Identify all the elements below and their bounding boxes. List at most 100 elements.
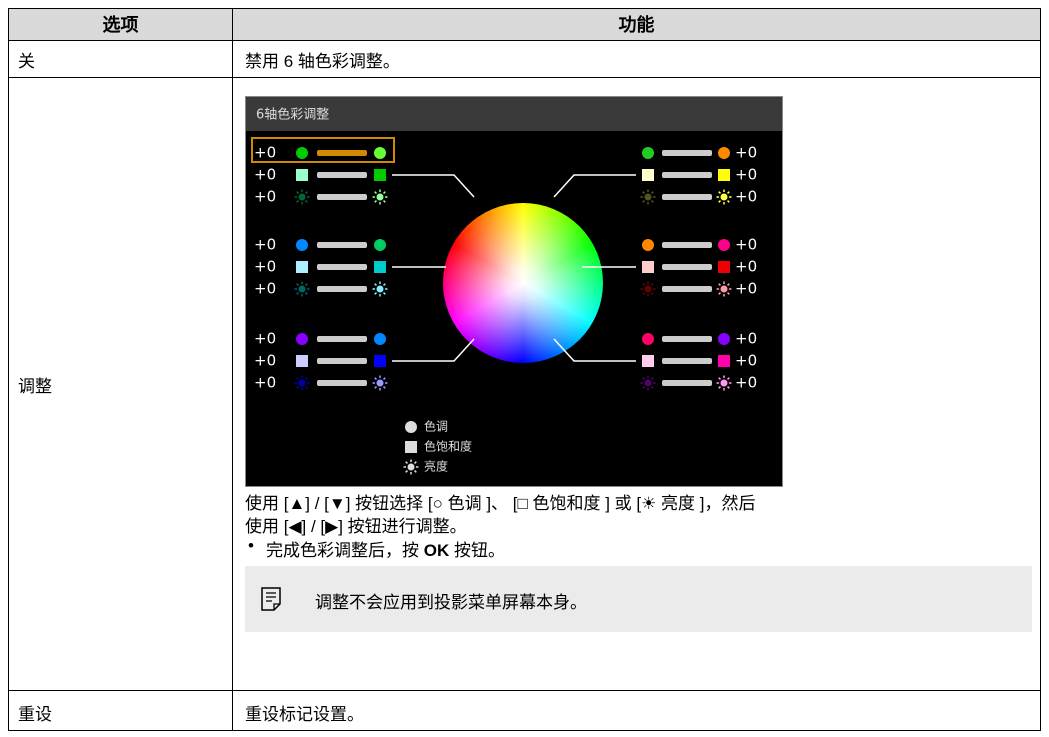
brightness-icon [298, 193, 306, 201]
saturation-icon [374, 169, 386, 181]
hue-icon [718, 239, 730, 251]
value-label: +0 [735, 374, 757, 392]
header-option: 选项 [8, 8, 233, 41]
brightness-ray [305, 292, 308, 295]
brightness-ray [651, 200, 654, 203]
brightness-ray [727, 283, 730, 286]
hue-icon [374, 333, 386, 345]
slider [662, 380, 712, 386]
text: 完成色彩调整后，按 [266, 541, 424, 560]
value-label: +0 [735, 188, 757, 206]
brightness-icon [298, 379, 306, 387]
brightness-ray [374, 191, 377, 194]
function: 重设标记设置。 [245, 705, 364, 724]
brightness-ray [296, 292, 299, 295]
brightness-icon [720, 193, 728, 201]
brightness-ray [296, 191, 299, 194]
color-wheel [443, 203, 603, 363]
brightness-ray [651, 283, 654, 286]
brightness-ray [383, 191, 386, 194]
slider [317, 150, 367, 156]
saturation-icon [642, 355, 654, 367]
brightness-ray [651, 377, 654, 380]
slider [662, 150, 712, 156]
brightness-ray [383, 292, 386, 295]
brightness-ray [414, 470, 417, 473]
saturation-icon [296, 355, 308, 367]
saturation-icon [718, 261, 730, 273]
value-label: +0 [254, 236, 276, 254]
brightness-ray [405, 470, 408, 473]
saturation-icon [642, 169, 654, 181]
brightness-icon [376, 285, 384, 293]
brightness-ray [374, 377, 377, 380]
brightness-ray [296, 200, 299, 203]
brightness-ray [305, 386, 308, 389]
slider [317, 264, 367, 270]
value-label: +0 [254, 188, 276, 206]
hue-icon [374, 147, 386, 159]
saturation-icon [374, 261, 386, 273]
brightness-ray [718, 283, 721, 286]
value-label: +0 [254, 280, 276, 298]
value-label: +0 [735, 330, 757, 348]
saturation-icon [642, 261, 654, 273]
saturation-icon [405, 441, 417, 453]
brightness-ray [727, 386, 730, 389]
menu-title: 6轴色彩调整 [256, 107, 329, 123]
brightness-ray [718, 191, 721, 194]
instruction: 使用 [◀] / [▶] 按钮进行调整。 [245, 517, 467, 536]
brightness-icon [298, 285, 306, 293]
brightness-ray [374, 292, 377, 295]
brightness-ray [296, 283, 299, 286]
brightness-ray [718, 377, 721, 380]
note-icon [261, 587, 281, 611]
text: OK [423, 541, 450, 560]
connector [553, 174, 636, 198]
option: 调整 [18, 377, 52, 396]
hue-icon [296, 239, 308, 251]
brightness-ray [718, 292, 721, 295]
connector [553, 338, 636, 362]
brightness-ray [383, 200, 386, 203]
value-label: +0 [254, 258, 276, 276]
header-function: 功能 [232, 8, 1041, 41]
saturation-icon [296, 169, 308, 181]
brightness-ray [296, 377, 299, 380]
hue-icon [405, 421, 417, 433]
menu-screenshot: 6轴色彩调整 +0 +0 +0 +0 +0 +0 +0 +0 +0 +0 +0 +0 +0 +0 +0 +0 +… [245, 96, 783, 487]
value-label: +0 [735, 236, 757, 254]
hue-icon [296, 333, 308, 345]
connector [392, 338, 475, 362]
brightness-ray [651, 386, 654, 389]
slider [317, 242, 367, 248]
slider [662, 264, 712, 270]
slider [317, 336, 367, 342]
slider [317, 286, 367, 292]
brightness-ray [405, 461, 408, 464]
value-label: +0 [735, 258, 757, 276]
legend-label: 色饱和度 [424, 439, 472, 454]
menu-graphic: 6轴色彩调整 +0 +0 +0 +0 +0 +0 +0 +0 +0 +0 +0 +0 +0 +0 +0 +0 +… [246, 97, 782, 475]
slider [662, 336, 712, 342]
brightness-icon [644, 285, 652, 293]
text: 按钮。 [449, 541, 505, 560]
cell [8, 40, 233, 78]
connector [392, 174, 475, 198]
hue-icon [642, 333, 654, 345]
brightness-icon [407, 463, 415, 471]
value-label: +0 [735, 352, 757, 370]
brightness-icon [376, 379, 384, 387]
note-text: 调整不会应用到投影菜单屏幕本身。 [315, 593, 587, 612]
brightness-ray [718, 200, 721, 203]
brightness-ray [642, 200, 645, 203]
option: 重设 [18, 705, 52, 724]
brightness-ray [718, 386, 721, 389]
hue-icon [718, 147, 730, 159]
saturation-icon [374, 355, 386, 367]
brightness-ray [305, 377, 308, 380]
brightness-ray [651, 292, 654, 295]
selection-frame [251, 137, 395, 163]
bullet-item: 完成色彩调整后，按 OK 按钮。 [248, 536, 505, 561]
